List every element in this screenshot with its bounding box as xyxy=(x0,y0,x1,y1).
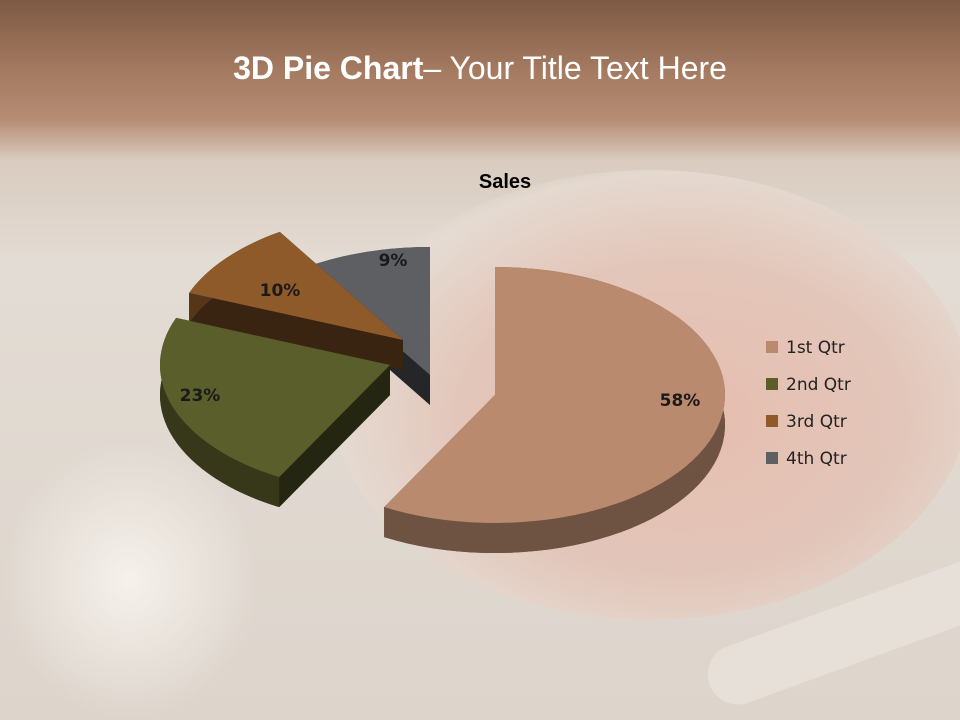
pie-slice-side xyxy=(189,292,403,370)
legend-swatch-2 xyxy=(766,378,778,390)
pie-slice-top xyxy=(160,317,390,478)
pie-slice-2[interactable] xyxy=(160,317,390,508)
legend-label-3: 3rd Qtr xyxy=(786,412,847,432)
legend-label-1: 1st Qtr xyxy=(786,338,845,358)
pie-slice-top xyxy=(384,267,725,524)
background-hand-photo xyxy=(0,440,260,720)
data-label-2: 23% xyxy=(180,386,221,406)
chart-title: Sales xyxy=(479,171,531,193)
legend-swatch-1 xyxy=(766,341,778,353)
pie-slice-1[interactable] xyxy=(384,267,726,553)
legend-label-4: 4th Qtr xyxy=(786,449,847,469)
slide-title-rest: – Your Title Text Here xyxy=(423,50,727,86)
pie-slice-side xyxy=(279,365,390,508)
slide-title: 3D Pie Chart– Your Title Text Here xyxy=(0,50,960,87)
data-label-4: 9% xyxy=(379,251,408,271)
data-label-3: 10% xyxy=(260,281,301,301)
legend-swatch-3 xyxy=(766,415,778,427)
pie-slice-3[interactable] xyxy=(189,231,403,370)
data-label-1: 58% xyxy=(660,391,701,411)
legend-label-2: 2nd Qtr xyxy=(786,375,851,395)
slide-title-bold: 3D Pie Chart xyxy=(233,50,424,86)
legend-swatch-4 xyxy=(766,452,778,464)
pie-slice-top xyxy=(189,231,403,340)
pie-slice-rim xyxy=(384,267,726,553)
